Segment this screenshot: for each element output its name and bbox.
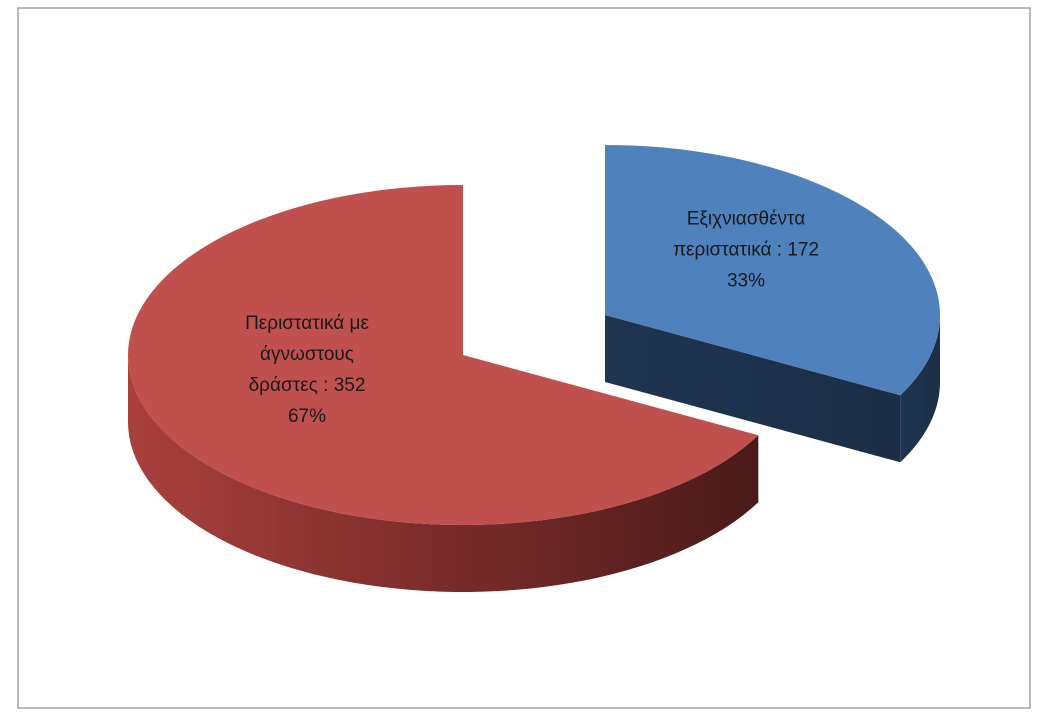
value-label: 352 <box>333 375 366 396</box>
value-label: 172 <box>787 239 820 261</box>
slice-side <box>128 355 759 592</box>
category-label: Περιστατικά με άγνωστους δράστες <box>245 313 369 396</box>
percent-label: 67% <box>287 406 327 427</box>
slice <box>128 185 759 525</box>
slice-side <box>900 315 940 463</box>
label-separator: : <box>771 239 788 261</box>
slice-cut-face <box>605 315 901 463</box>
percent-label: 33% <box>726 270 766 292</box>
category-label: Εξιχνιασθέντα περιστατικά <box>672 208 806 261</box>
data-label: Περιστατικά με άγνωστους δράστες : 352 67… <box>227 308 387 432</box>
data-label: Εξιχνιασθέντα περιστατικά : 172 33% <box>646 204 846 297</box>
slice <box>605 145 940 396</box>
label-separator: : <box>317 375 334 396</box>
